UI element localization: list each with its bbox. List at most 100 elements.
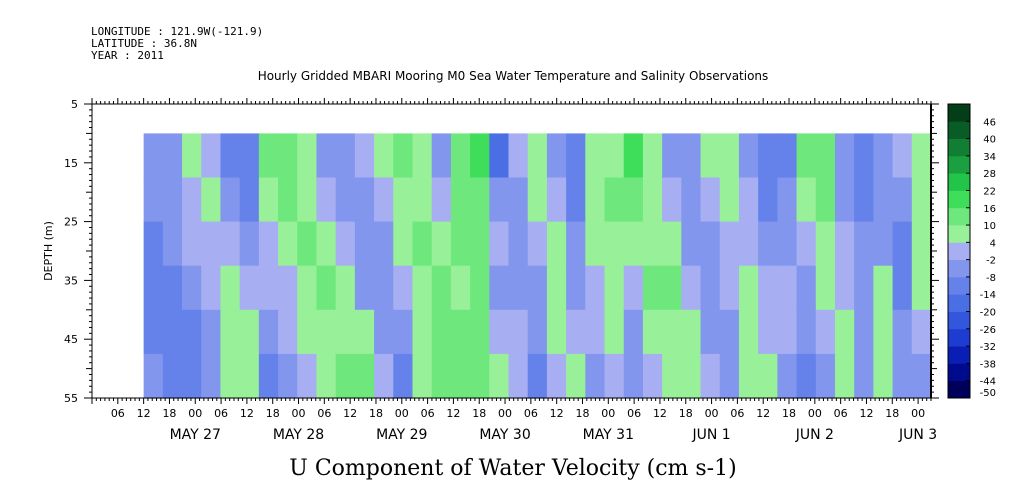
heatmap-cell (508, 265, 529, 311)
heatmap-cell (470, 309, 490, 355)
heatmap-cell (738, 265, 759, 311)
x-tick-label: 00 (498, 407, 512, 420)
heatmap-cell (182, 221, 202, 267)
heatmap-cell (566, 353, 586, 399)
heatmap-cell (566, 221, 586, 267)
heatmap-cell (470, 177, 490, 223)
colorbar-tick-label: 4 (990, 238, 996, 249)
colorbar-tick-label: -8 (986, 273, 996, 284)
heatmap-cell (258, 353, 279, 399)
heatmap-cell (278, 265, 298, 311)
heatmap-cell (796, 133, 817, 179)
heatmap-cell (719, 309, 740, 355)
heatmap-cell (700, 265, 721, 311)
x-tick-label: 18 (369, 407, 383, 420)
heatmap-cell (297, 177, 318, 223)
x-tick-label: 12 (137, 407, 151, 420)
heatmap-cell (834, 221, 855, 267)
y-tick-label: 55 (64, 392, 78, 405)
heatmap-cell (374, 221, 394, 267)
heatmap-cell (489, 221, 510, 267)
heatmap-cell (681, 221, 702, 267)
heatmap-cell (815, 177, 836, 223)
x-tick-label: 00 (292, 407, 306, 420)
heatmap-cell (393, 309, 414, 355)
heatmap-cell (566, 177, 586, 223)
heatmap-cell (412, 177, 433, 223)
heatmap-cell (527, 353, 548, 399)
heatmap-cell (220, 177, 241, 223)
heatmap-cell (201, 221, 222, 267)
heatmap-cell (489, 309, 510, 355)
heatmap-cell (911, 133, 932, 179)
heatmap-cell (777, 265, 798, 311)
heatmap-cell (623, 309, 644, 355)
heatmap-cell (162, 309, 183, 355)
x-tick-label: 18 (885, 407, 899, 420)
heatmap-cell (450, 353, 471, 399)
x-tick-label: 06 (730, 407, 744, 420)
heatmap-cell (316, 353, 337, 399)
heatmap-cell (374, 309, 394, 355)
colorbar-tick-label: -50 (980, 388, 996, 399)
heatmap-cell (873, 309, 894, 355)
colorbar-swatch (948, 173, 970, 191)
heatmap-cell (278, 221, 298, 267)
heatmap-cell (431, 133, 452, 179)
heatmap-cell (738, 133, 759, 179)
heatmap-cell (162, 353, 183, 399)
heatmap-cell (470, 133, 490, 179)
heatmap-cell (566, 133, 586, 179)
heatmap-cell (239, 221, 260, 267)
heatmap-cell (854, 309, 874, 355)
heatmap-cell (162, 177, 183, 223)
x-tick-label: 12 (859, 407, 873, 420)
heatmap-cell (777, 309, 798, 355)
heatmap-cell (738, 221, 759, 267)
heatmap-cell (623, 221, 644, 267)
x-tick-label: 12 (756, 407, 770, 420)
heatmap-cell (546, 221, 567, 267)
heatmap-cell (297, 221, 318, 267)
colorbar-swatch (948, 328, 970, 347)
heatmap-cell (642, 177, 663, 223)
heatmap-cell (604, 177, 625, 223)
heatmap-cell (508, 177, 529, 223)
heatmap-cell (220, 353, 241, 399)
heatmap-cell (354, 177, 375, 223)
heatmap-cell (796, 221, 817, 267)
x-tick-label: 18 (782, 407, 796, 420)
colorbar-swatch (948, 294, 970, 312)
colorbar-tick-label: 22 (983, 186, 996, 197)
heatmap-cell (489, 133, 510, 179)
heatmap-cell (201, 265, 222, 311)
year-label: YEAR : 2011 (91, 49, 164, 62)
heatmap-cell (566, 309, 586, 355)
heatmap-cell (758, 133, 778, 179)
heatmap-cell (278, 177, 298, 223)
heatmap-cell (316, 133, 337, 179)
heatmap-cell (585, 353, 606, 399)
heatmap-cell (316, 221, 337, 267)
heatmap-cell (220, 309, 241, 355)
x-date-label: JUN 3 (898, 427, 937, 443)
heatmap-cell (450, 309, 471, 355)
x-date-label: MAY 31 (583, 427, 634, 443)
heatmap-cell (393, 133, 414, 179)
y-axis: 5 15 25 35 45 55 (64, 98, 939, 405)
heatmap-cells (143, 133, 932, 399)
heatmap-cell (758, 177, 778, 223)
heatmap-cell (623, 353, 644, 399)
heatmap-cell (470, 265, 490, 311)
heatmap-cell (239, 177, 260, 223)
heatmap-cell (777, 221, 798, 267)
chart-title: Hourly Gridded MBARI Mooring M0 Sea Wate… (258, 69, 769, 83)
heatmap-cell (892, 133, 913, 179)
heatmap-cell (911, 221, 932, 267)
heatmap-cell (182, 309, 202, 355)
heatmap-cell (220, 221, 241, 267)
heatmap-cell (258, 309, 279, 355)
heatmap-cell (201, 353, 222, 399)
heatmap-cell (758, 221, 778, 267)
heatmap-cell (834, 133, 855, 179)
